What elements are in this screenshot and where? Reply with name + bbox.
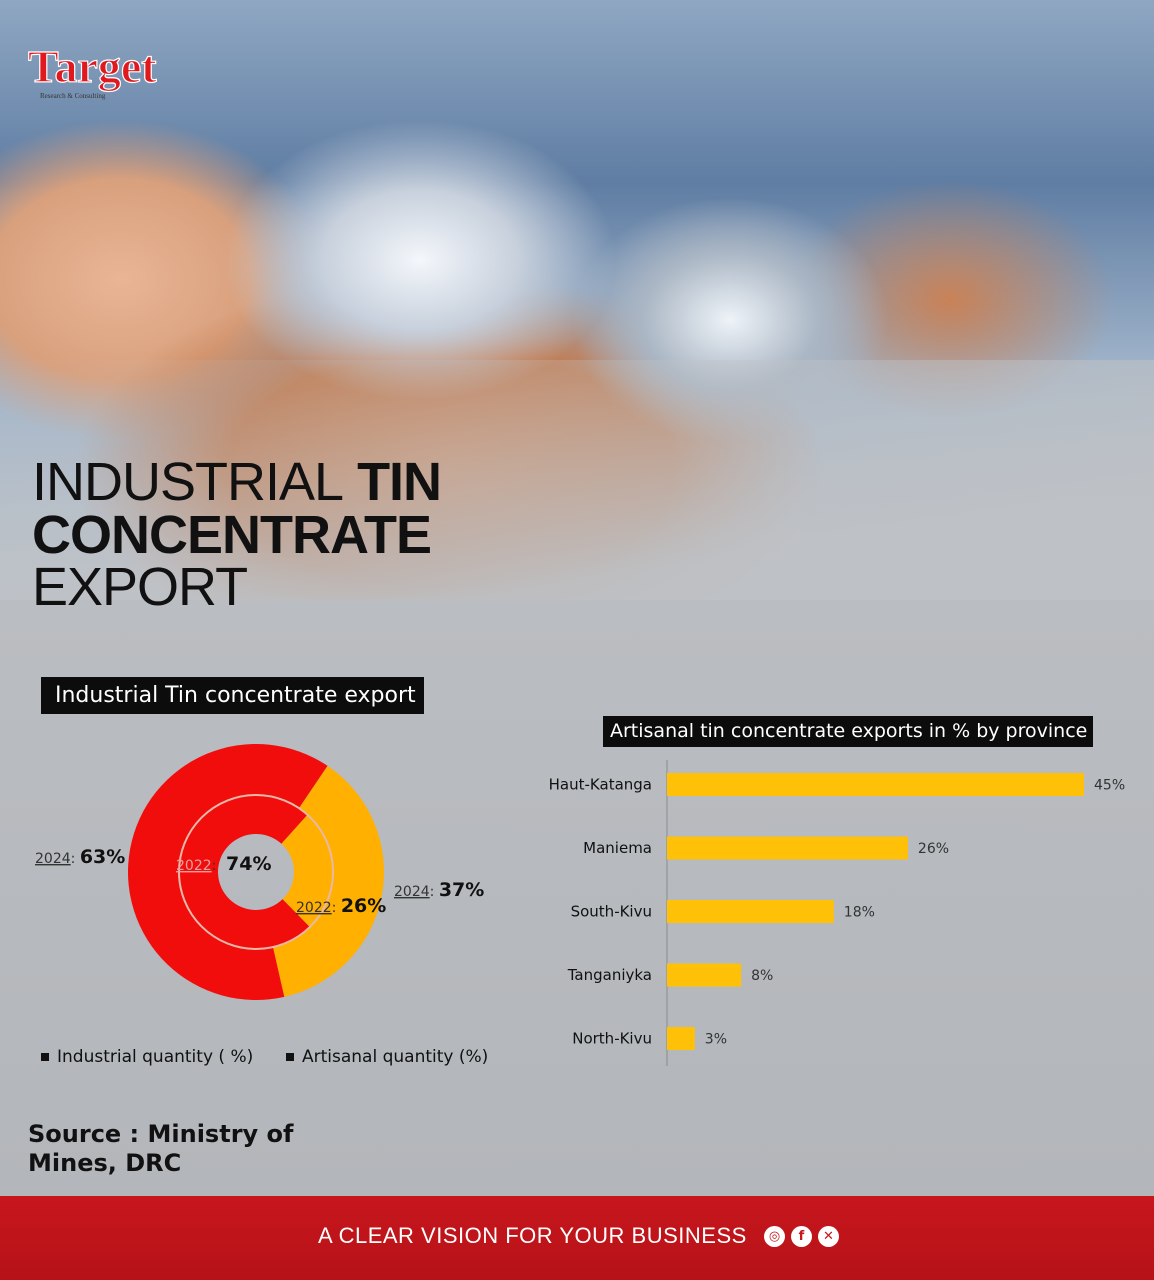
title-line-3: EXPORT — [32, 557, 248, 617]
legend-swatch-artisanal — [286, 1053, 294, 1061]
donut-slice-industrial-2024 — [127, 744, 328, 1000]
donut-value-label: 74% — [226, 853, 271, 875]
svg-text:Target: Target — [28, 42, 157, 92]
title-line-1: INDUSTRIAL TIN — [32, 452, 442, 512]
svg-text:Research & Consulting: Research & Consulting — [40, 92, 106, 100]
title-word-industrial: INDUSTRIAL — [32, 452, 344, 512]
brand-logo: Target Research & Consulting — [28, 42, 158, 100]
bar-value-label: 26% — [918, 841, 949, 857]
donut-slice-artisanal-2022 — [281, 814, 333, 928]
donut-value-label: 26% — [341, 895, 386, 917]
bar-value-label: 45% — [1094, 778, 1125, 794]
facebook-icon[interactable]: f — [791, 1226, 812, 1247]
donut-label-separator: : — [430, 884, 439, 900]
donut-value-label: 63% — [80, 846, 125, 868]
donut-data-label-c: 2022: 74% — [176, 853, 271, 875]
hero-fade — [0, 360, 1154, 620]
donut-label-separator: : — [332, 900, 341, 916]
donut-slice-artisanal-2024 — [273, 765, 384, 997]
donut-data-label-b: 2024: 37% — [394, 879, 484, 901]
donut-label-separator: : — [71, 851, 80, 867]
footer-bar — [0, 1196, 1154, 1280]
bar-chart: Haut-Katanga 45% Maniema 26% South-Kivu 18% Ta… — [549, 760, 1125, 1066]
bar-category-label: Maniema — [583, 839, 652, 857]
donut-year-label: 2024 — [35, 851, 71, 867]
donut-value-label: 37% — [439, 879, 484, 901]
legend-swatch-industrial — [41, 1053, 49, 1061]
donut-year-label: 2022 — [296, 900, 332, 916]
legend-industrial: Industrial quantity ( %) — [41, 1047, 253, 1067]
bar-haut-katanga — [667, 773, 1084, 796]
legend-label-industrial: Industrial quantity ( %) — [57, 1047, 254, 1067]
x-icon[interactable]: ✕ — [818, 1226, 839, 1247]
donut-chart-heading: Industrial Tin concentrate export — [41, 677, 424, 714]
bar-north-kivu — [667, 1027, 695, 1050]
bar-value-label: 8% — [751, 968, 773, 984]
donut-data-label-a: 2024: 63% — [35, 846, 125, 868]
title-word-tin: TIN — [357, 452, 442, 512]
donut-year-label: 2024 — [394, 884, 430, 900]
donut-slice-industrial-2022 — [179, 795, 310, 949]
donut-ring-divider — [178, 794, 334, 950]
legend-artisanal: Artisanal quantity (%) — [286, 1047, 488, 1067]
bar-category-label: South-Kivu — [571, 903, 652, 921]
bar-category-label: Haut-Katanga — [549, 776, 652, 794]
title-line-2: CONCENTRATE — [32, 505, 432, 565]
bar-maniema — [667, 836, 908, 860]
bar-south-kivu — [667, 900, 834, 923]
bar-category-label: North-Kivu — [572, 1030, 652, 1048]
bar-category-label: Tanganiyka — [567, 966, 652, 984]
bar-value-label: 18% — [844, 905, 875, 921]
source-note: Source : Ministry of Mines, DRC — [28, 1120, 294, 1177]
footer-tagline: A CLEAR VISION FOR YOUR BUSINESS — [318, 1223, 747, 1248]
legend-label-artisanal: Artisanal quantity (%) — [302, 1047, 489, 1067]
donut-data-label-d: 2022: 26% — [296, 895, 386, 917]
donut-chart: 2024: 63%2024: 37%2022: 74%2022: 26% — [35, 744, 484, 1000]
donut-label-separator: : — [212, 858, 221, 874]
donut-year-label: 2022 — [176, 858, 212, 874]
bar-chart-heading: Artisanal tin concentrate exports in % b… — [603, 716, 1094, 747]
bar-value-label: 3% — [705, 1032, 727, 1048]
instagram-icon[interactable]: ◎ — [764, 1226, 785, 1247]
bar-tanganiyka — [667, 963, 742, 987]
